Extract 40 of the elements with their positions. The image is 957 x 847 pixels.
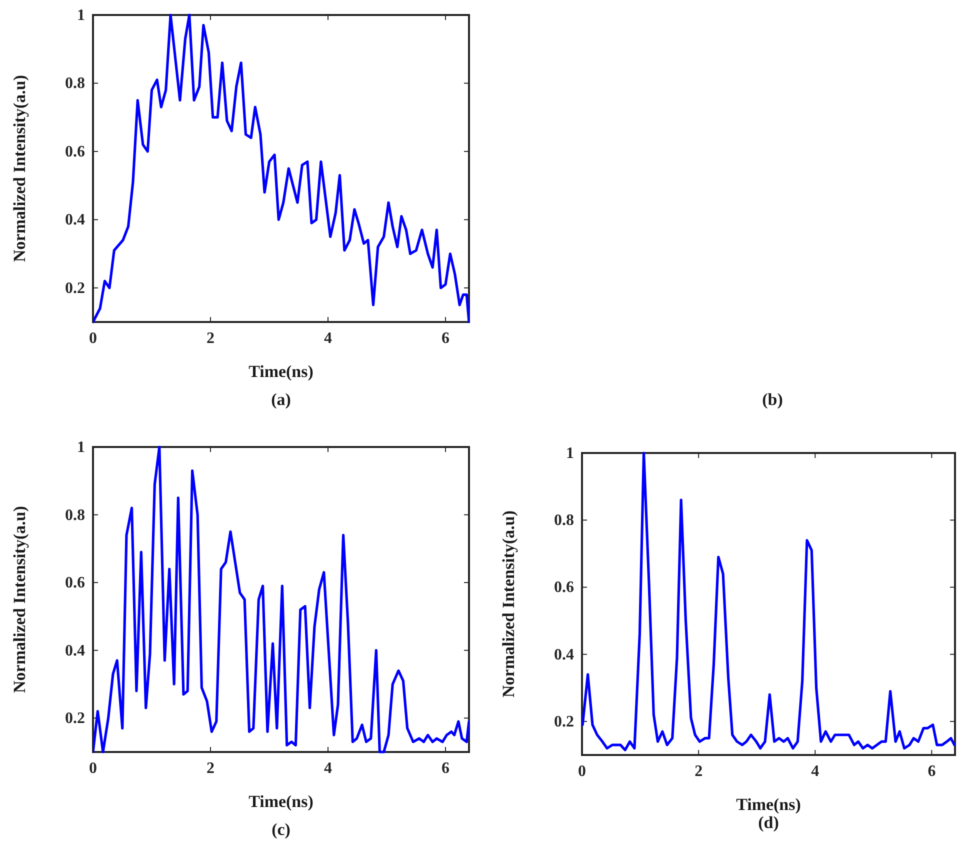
x-tick-label: 2 — [206, 330, 214, 347]
y-tick-label: 0.6 — [65, 574, 85, 592]
y-tick-label: 1 — [566, 445, 574, 462]
y-tick-label: 0.2 — [65, 710, 85, 728]
x-axis-title: Time(ns) — [248, 362, 314, 381]
x-tick-label: 4 — [811, 763, 820, 780]
y-tick-label: 0.2 — [554, 713, 574, 730]
x-tick-label: 4 — [324, 760, 332, 777]
x-tick-label: 0 — [89, 760, 97, 777]
y-axis-title: Normalized Intensity(a.u) — [10, 506, 29, 693]
x-tick-label: 4 — [324, 330, 332, 347]
x-axis-title: Time(ns) — [248, 792, 314, 811]
line-series — [582, 452, 955, 752]
x-tick-label: 2 — [694, 763, 703, 780]
x-tick-label: 6 — [928, 763, 936, 780]
y-tick-label: 0.4 — [65, 642, 85, 660]
x-tick-label: 6 — [442, 760, 450, 777]
text: (d) — [758, 813, 779, 832]
y-tick-label: 1 — [77, 7, 85, 24]
y-tick-label: 0.4 — [65, 212, 85, 229]
y-tick-label: 0.8 — [65, 75, 85, 92]
x-tick-label: 6 — [442, 330, 450, 347]
y-tick-label: 0.8 — [65, 506, 85, 524]
x-axis-title: Time(ns) — [736, 795, 801, 814]
text: (b) — [762, 390, 783, 409]
y-tick-label: 0.6 — [65, 143, 85, 160]
line-series — [93, 446, 469, 754]
y-tick-label: 0.2 — [65, 280, 85, 297]
y-tick-label: 1 — [77, 439, 85, 456]
line-series — [93, 14, 469, 324]
y-tick-label: 0.8 — [554, 512, 574, 530]
y-axis-title: Normalized Intensity(a.u) — [10, 75, 29, 262]
x-tick-label: 0 — [578, 763, 586, 780]
x-tick-label: 2 — [206, 760, 214, 777]
text: (a) — [271, 390, 291, 409]
text: (c) — [272, 820, 290, 839]
x-tick-label: 0 — [89, 330, 97, 347]
y-axis-title: Normalized Intensity(a.u) — [499, 510, 518, 698]
y-tick-label: 0.4 — [554, 646, 574, 664]
y-tick-label: 0.6 — [554, 579, 574, 596]
